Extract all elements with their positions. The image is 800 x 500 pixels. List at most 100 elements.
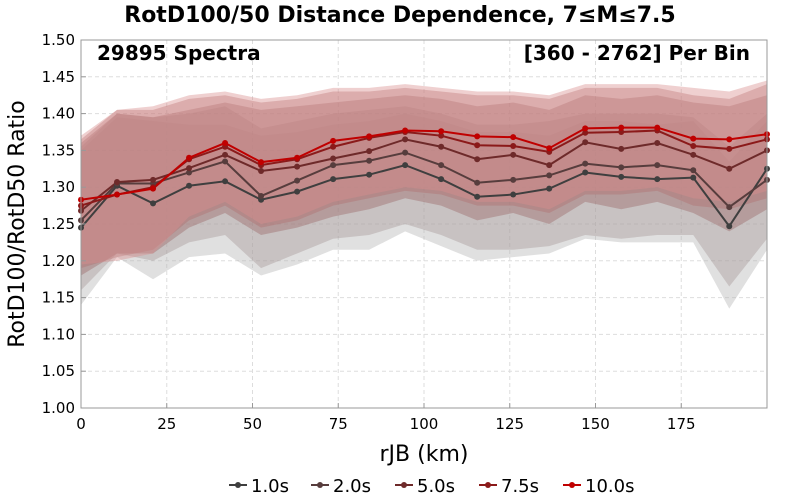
point-1.0s: [618, 173, 625, 180]
y-tick-label: 1.50: [42, 31, 75, 49]
point-5.0s: [402, 136, 409, 143]
legend-item-10.0s: 10.0s: [563, 476, 634, 497]
point-1.0s: [438, 176, 445, 183]
point-5.0s: [258, 168, 265, 175]
band-5.0s: [81, 95, 767, 276]
point-1.0s: [474, 193, 481, 200]
legend: 1.0s 2.0s 5.0s 7.5s 10.0s: [229, 476, 634, 497]
point-1.0s: [330, 176, 337, 183]
point-2.0s: [366, 157, 373, 164]
point-1.0s: [150, 200, 157, 207]
point-10.0s: [366, 133, 373, 140]
legend-swatch-marker: [235, 482, 241, 488]
legend-label: 2.0s: [333, 476, 371, 497]
point-1.0s: [510, 191, 517, 198]
point-5.0s: [150, 176, 157, 183]
point-2.0s: [582, 160, 589, 167]
point-5.0s: [294, 163, 301, 170]
y-tick-label: 1.25: [42, 215, 75, 233]
point-5.0s: [330, 155, 337, 162]
spectra-count-annotation: 29895 Spectra: [97, 41, 261, 65]
point-1.0s: [186, 182, 193, 189]
line-5.0s: [80, 138, 768, 212]
x-tick-label: 25: [157, 415, 176, 433]
point-2.0s: [474, 179, 481, 186]
band-7.5s: [81, 84, 767, 269]
point-1.0s: [366, 171, 373, 178]
point-5.0s: [186, 165, 193, 172]
point-10.0s: [582, 125, 589, 132]
point-10.0s: [726, 136, 733, 143]
x-tick-label: 0: [76, 415, 86, 433]
legend-swatch-marker: [485, 482, 491, 488]
legend-label: 1.0s: [251, 476, 289, 497]
point-1.0s: [690, 174, 697, 181]
point-10.0s: [510, 134, 517, 141]
point-2.0s: [546, 172, 553, 179]
confidence-bands: [81, 80, 767, 309]
x-tick-label: 125: [495, 415, 524, 433]
point-10.0s: [150, 185, 157, 192]
point-10.0s: [474, 133, 481, 140]
point-5.0s: [222, 151, 229, 158]
line-1.0s: [80, 164, 768, 229]
point-2.0s: [402, 149, 409, 156]
point-1.0s: [546, 185, 553, 192]
point-10.0s: [654, 124, 661, 131]
point-1.0s: [726, 223, 733, 230]
y-tick-label: 1.10: [42, 325, 75, 343]
point-2.0s: [258, 193, 265, 200]
legend-item-1.0s: 1.0s: [229, 476, 289, 497]
point-7.5s: [474, 142, 481, 149]
point-7.5s: [726, 145, 733, 152]
y-tick-label: 1.40: [42, 105, 75, 123]
y-tick-label: 1.35: [42, 141, 75, 159]
point-5.0s: [510, 151, 517, 158]
point-2.0s: [330, 162, 337, 169]
point-10.0s: [546, 145, 553, 152]
point-10.0s: [330, 137, 337, 144]
point-2.0s: [618, 164, 625, 171]
point-10.0s: [186, 154, 193, 161]
point-5.0s: [546, 162, 553, 169]
point-5.0s: [582, 139, 589, 146]
line-10.0s: [80, 126, 768, 201]
point-1.0s: [222, 178, 229, 185]
point-1.0s: [402, 162, 409, 169]
y-tick-label: 1.30: [42, 178, 75, 196]
legend-item-5.0s: 5.0s: [395, 476, 455, 497]
point-10.0s: [618, 124, 625, 131]
point-10.0s: [114, 191, 121, 198]
x-tick-label: 100: [410, 415, 439, 433]
x-tick-label: 75: [329, 415, 348, 433]
point-7.5s: [330, 143, 337, 150]
point-1.0s: [582, 169, 589, 176]
point-10.0s: [294, 154, 301, 161]
y-tick-label: 1.00: [42, 399, 75, 417]
series-points: [78, 124, 770, 231]
legend-item-7.5s: 7.5s: [479, 476, 539, 497]
point-10.0s: [402, 127, 409, 134]
x-axis-ticks: 0 25 50 75 100 125 150 175: [76, 403, 696, 433]
legend-label: 7.5s: [501, 476, 539, 497]
point-5.0s: [690, 151, 697, 158]
point-10.0s: [438, 128, 445, 135]
point-2.0s: [186, 169, 193, 176]
point-5.0s: [474, 156, 481, 163]
band-1.0s: [81, 113, 767, 309]
point-2.0s: [510, 176, 517, 183]
series-lines: [80, 126, 768, 229]
point-7.5s: [510, 142, 517, 149]
point-5.0s: [618, 145, 625, 152]
point-10.0s: [258, 159, 265, 166]
point-7.5s: [690, 142, 697, 149]
legend-swatch-marker: [569, 482, 575, 488]
y-tick-label: 1.05: [42, 362, 75, 380]
x-tick-label: 175: [667, 415, 696, 433]
y-axis-label: RotD100/RotD50 Ratio: [5, 100, 30, 348]
point-2.0s: [294, 177, 301, 184]
point-2.0s: [690, 167, 697, 174]
x-tick-label: 150: [581, 415, 610, 433]
plot-area: [78, 39, 770, 409]
x-axis-label: rJB (km): [380, 442, 469, 467]
